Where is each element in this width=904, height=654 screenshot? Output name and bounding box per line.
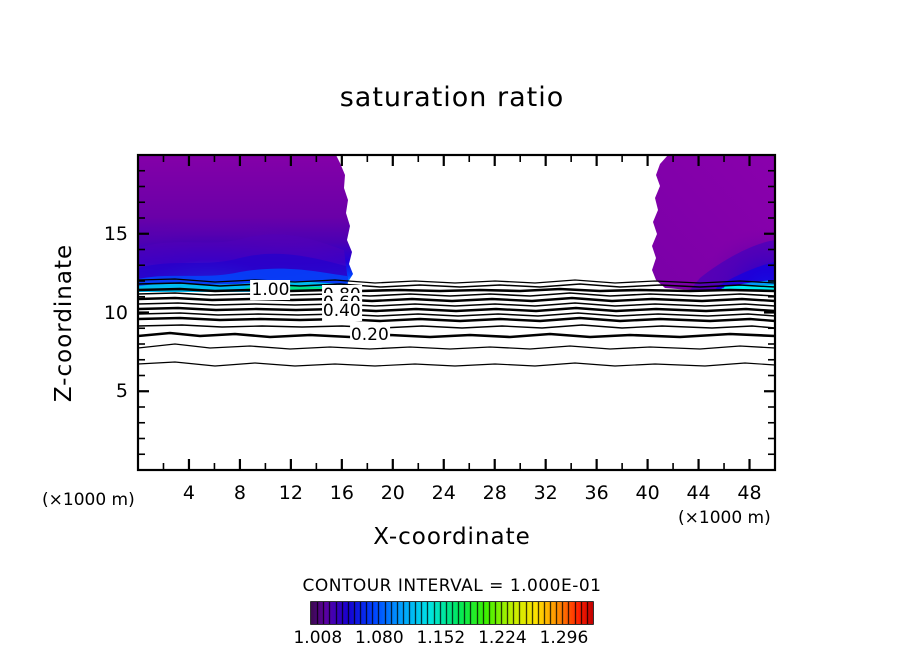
contour-level-0.80 [138, 296, 775, 303]
contour-label-1.00: 1.00 [250, 280, 291, 301]
x-tick-label-8: 8 [233, 482, 246, 504]
filled-contour-regions [138, 155, 775, 292]
x-axis-unit-left: (×1000 m) [42, 490, 135, 510]
colorbar[interactable] [311, 602, 593, 624]
contour-label-0.40: 0.40 [321, 300, 362, 321]
x-tick-label-32: 32 [533, 482, 558, 504]
contour-aux-top-2 [138, 278, 775, 284]
right-cloud-region [652, 155, 775, 291]
x-tick-label-36: 36 [584, 482, 609, 504]
axis-tick-marks [138, 155, 775, 470]
x-tick-label-20: 20 [380, 482, 405, 504]
contour-aux-2 [138, 302, 775, 307]
y-tick-label-15: 15 [103, 222, 128, 245]
colorbar-caption: CONTOUR INTERVAL = 1.000E-01 [302, 576, 602, 596]
contour-aux-1 [138, 292, 775, 297]
x-tick-label-4: 4 [182, 482, 195, 504]
contour-level-0.40 [138, 316, 775, 323]
x-tick-label-40: 40 [635, 482, 660, 504]
colorbar-tick-1.296: 1.296 [539, 628, 589, 648]
contour-aux-4 [138, 324, 775, 329]
contour-level-0.20 [138, 331, 775, 339]
y-tick-label-5: 5 [115, 380, 128, 403]
colorbar-tick-1.080: 1.080 [355, 628, 404, 648]
x-tick-label-48: 48 [737, 482, 762, 504]
colorbar-gradient [311, 602, 593, 624]
y-tick-label-10: 10 [103, 301, 128, 324]
contour-level-1.00 [138, 287, 775, 293]
colorbar-tick-1.008: 1.008 [293, 628, 343, 648]
contour-aux-top-1 [138, 282, 775, 288]
colorbar-tick-1.224: 1.224 [478, 628, 527, 648]
x-tick-label-24: 24 [431, 482, 456, 504]
colorbar-tick-labels: 1.008 1.080 1.152 1.224 1.296 [0, 628, 904, 650]
x-tick-label-12: 12 [278, 482, 303, 504]
contour-aux-3 [138, 312, 775, 317]
x-tick-label-16: 16 [329, 482, 354, 504]
contour-lines [138, 278, 775, 367]
contour-level-0.60 [138, 306, 775, 313]
left-cloud-region [138, 155, 353, 292]
x-axis-unit-right: (×1000 m) [678, 508, 771, 528]
contour-label-0.20: 0.20 [349, 324, 390, 345]
colorbar-tick-1.152: 1.152 [416, 628, 466, 648]
page-title: saturation ratio [339, 82, 565, 113]
x-axis-title: X-coordinate [373, 524, 531, 550]
x-tick-label-28: 28 [482, 482, 507, 504]
contour-aux-6 [138, 361, 775, 367]
x-tick-label-44: 44 [686, 482, 711, 504]
contour-aux-5 [138, 343, 775, 350]
